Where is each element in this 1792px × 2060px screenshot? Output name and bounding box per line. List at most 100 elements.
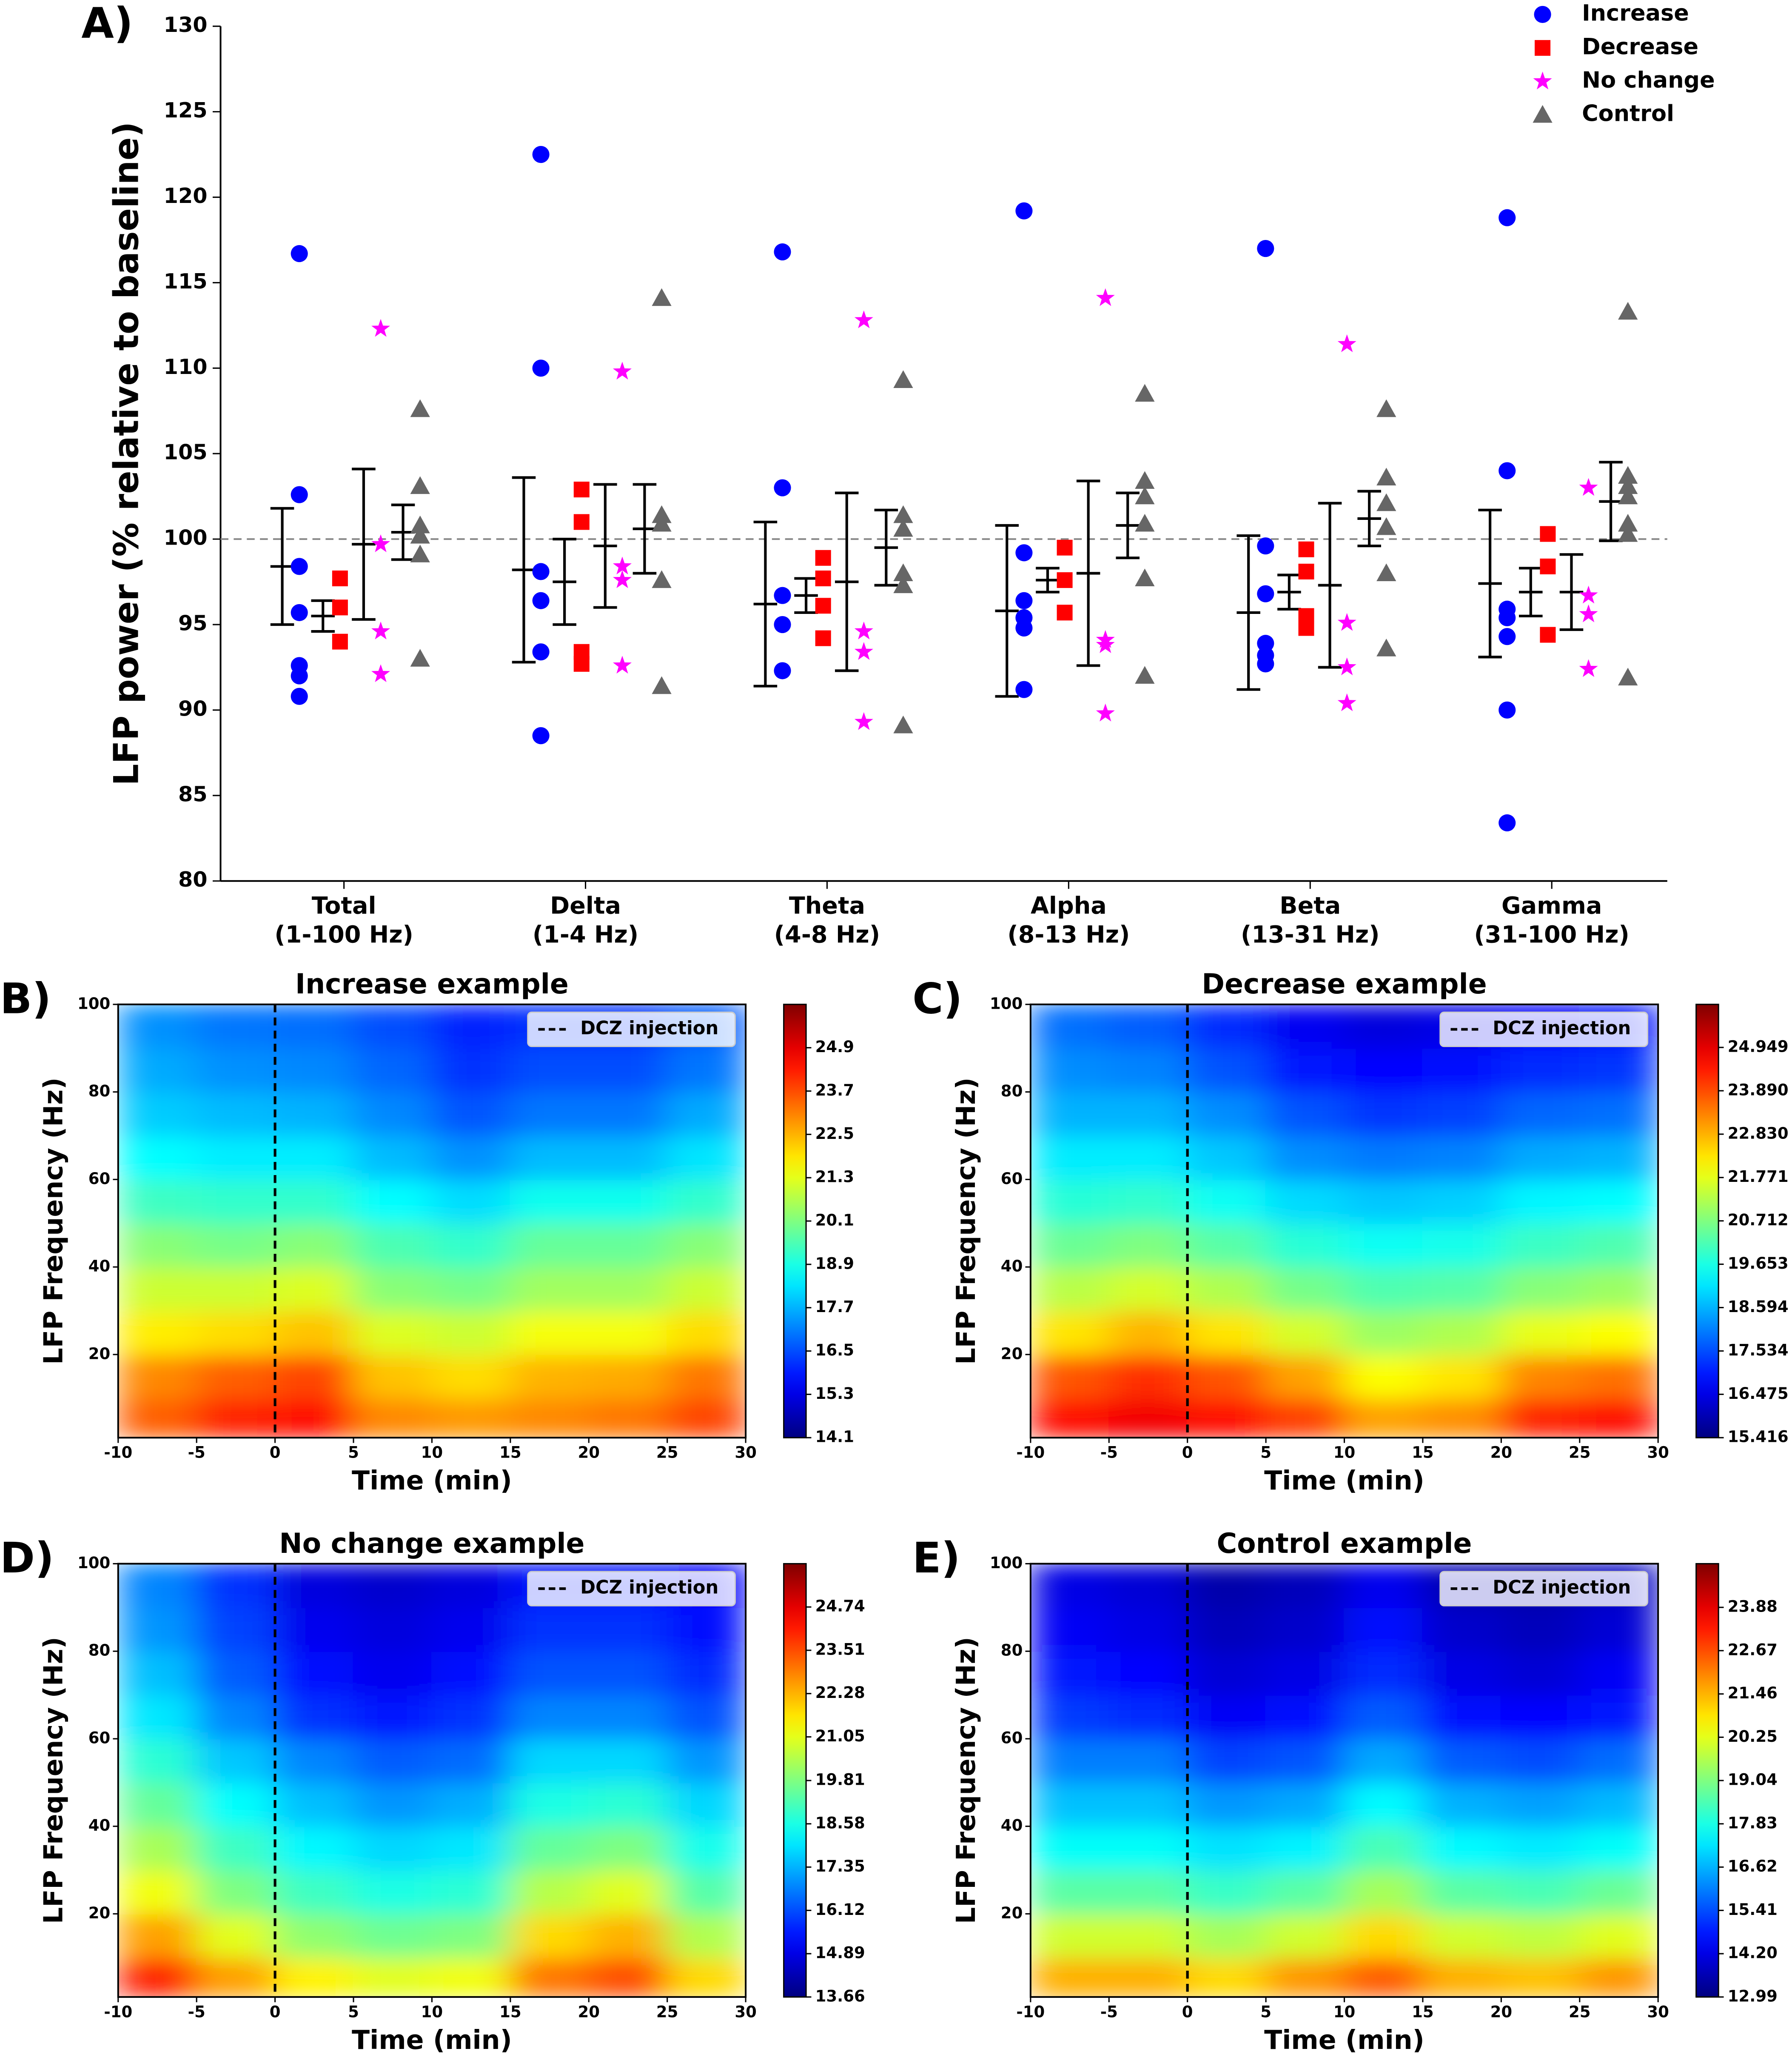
heatmap-cell xyxy=(274,1782,354,1827)
heatmap-cell xyxy=(196,1222,276,1268)
point xyxy=(1015,544,1033,562)
point xyxy=(815,630,831,646)
heatmap-cell xyxy=(1422,1738,1502,1783)
heatmap-cell xyxy=(1108,1564,1188,1608)
error-bar xyxy=(1318,502,1342,669)
x-tick-label: (4-8 Hz) xyxy=(774,921,880,948)
heatmap-cell xyxy=(1108,1738,1188,1783)
heatmap-cell xyxy=(1579,1398,1658,1438)
heatmap-cell xyxy=(1030,1913,1110,1958)
point xyxy=(774,616,791,633)
heatmap-cell xyxy=(118,1782,197,1827)
legend-label: DCZ injection xyxy=(580,1018,718,1039)
chart-title: Decrease example xyxy=(1202,968,1487,1000)
heatmap-cell xyxy=(431,1826,511,1871)
heatmap-cell xyxy=(1579,1694,1658,1740)
x-tick-label: -5 xyxy=(188,2003,205,2021)
heatmap-cell xyxy=(667,1091,746,1136)
heatmap-cell xyxy=(196,1957,276,1997)
point xyxy=(1579,604,1598,622)
heatmap-cell xyxy=(431,1694,511,1740)
point xyxy=(1135,568,1155,587)
heatmap-cell xyxy=(196,1564,276,1608)
heatmap-cell xyxy=(431,1091,511,1136)
point xyxy=(893,563,913,582)
heatmap-cell xyxy=(588,1135,668,1180)
heatmap-cell xyxy=(1108,1354,1188,1399)
heatmap-cell xyxy=(353,1564,433,1608)
point xyxy=(1337,613,1356,631)
heatmap-cell xyxy=(196,1826,276,1871)
colorbar-tick-label: 13.66 xyxy=(815,1987,865,2005)
point xyxy=(291,558,308,575)
point xyxy=(652,288,672,306)
heatmap-cell xyxy=(274,1178,354,1224)
heatmap-cell xyxy=(353,1004,433,1049)
colorbar-tick-label: 22.830 xyxy=(1728,1124,1789,1142)
heatmap-cell xyxy=(1500,1606,1581,1652)
point xyxy=(1579,585,1598,604)
heatmap-cell xyxy=(1422,1957,1502,1997)
colorbar-tick-label: 19.04 xyxy=(1728,1771,1778,1789)
heatmap-cell xyxy=(1500,1694,1581,1740)
point xyxy=(1135,471,1155,489)
point xyxy=(613,556,632,575)
point xyxy=(893,519,913,537)
heatmap-cell xyxy=(1108,1913,1188,1958)
heatmap-cell xyxy=(1108,1266,1188,1312)
heatmap-cell xyxy=(588,1650,668,1696)
point xyxy=(1135,666,1155,684)
x-tick-label: 5 xyxy=(348,2003,359,2021)
heatmap-cell xyxy=(1108,1178,1188,1224)
point xyxy=(1096,703,1115,722)
heatmap-cell xyxy=(118,1650,197,1696)
heatmap-cell xyxy=(1422,1782,1502,1827)
heatmap-cell xyxy=(353,1091,433,1136)
heatmap-cell xyxy=(1500,1178,1581,1224)
colorbar-tick-label: 20.1 xyxy=(815,1211,854,1230)
heatmap-cell xyxy=(588,1222,668,1268)
colorbar-tick-label: 16.62 xyxy=(1728,1857,1778,1875)
heatmap-cell xyxy=(1187,1738,1267,1783)
heatmap-cell xyxy=(1422,1694,1502,1740)
heatmap-cell xyxy=(1108,1135,1188,1180)
point xyxy=(652,514,672,532)
x-tick-label: 15 xyxy=(499,2003,521,2021)
heatmap-cell xyxy=(274,1354,354,1399)
heatmap-cell xyxy=(667,1135,746,1180)
point xyxy=(1298,563,1314,579)
heatmap-cell xyxy=(274,1047,354,1093)
heatmap-cell xyxy=(118,1222,197,1268)
point xyxy=(893,370,913,388)
point xyxy=(371,319,390,337)
heatmap-cell xyxy=(1500,1135,1581,1180)
heatmap-cell xyxy=(1500,1310,1581,1355)
colorbar-tick-label: 16.475 xyxy=(1728,1384,1789,1403)
heatmap-cell xyxy=(1579,1782,1658,1827)
x-tick-label: 0 xyxy=(270,1444,281,1462)
point xyxy=(1579,659,1598,677)
point xyxy=(1618,486,1638,505)
heatmap-cell xyxy=(667,1782,746,1827)
legend-label: Decrease xyxy=(1582,34,1698,60)
heatmap-cell xyxy=(1579,1826,1658,1871)
y-tick-label: 100 xyxy=(990,994,1023,1013)
x-tick-label: -10 xyxy=(1016,2003,1045,2021)
y-axis-label: LFP Frequency (Hz) xyxy=(38,1637,69,1924)
point xyxy=(893,575,913,593)
heatmap-cell xyxy=(588,1310,668,1355)
x-tick-label: 20 xyxy=(1490,1444,1513,1462)
heatmap-cell xyxy=(431,1869,511,1914)
point xyxy=(573,514,590,530)
point xyxy=(1298,620,1314,636)
heatmap-cell xyxy=(1579,1354,1658,1399)
heatmap-cell xyxy=(196,1738,276,1783)
chart-title: Increase example xyxy=(295,968,569,1000)
error-bar xyxy=(632,483,657,575)
colorbar-tick-label: 15.3 xyxy=(815,1384,854,1403)
heatmap-cell xyxy=(1187,1606,1267,1652)
y-tick-label: 80 xyxy=(88,1641,111,1660)
error-bar xyxy=(352,468,376,621)
y-tick-label: 20 xyxy=(1001,1904,1023,1922)
error-bar xyxy=(874,508,898,587)
